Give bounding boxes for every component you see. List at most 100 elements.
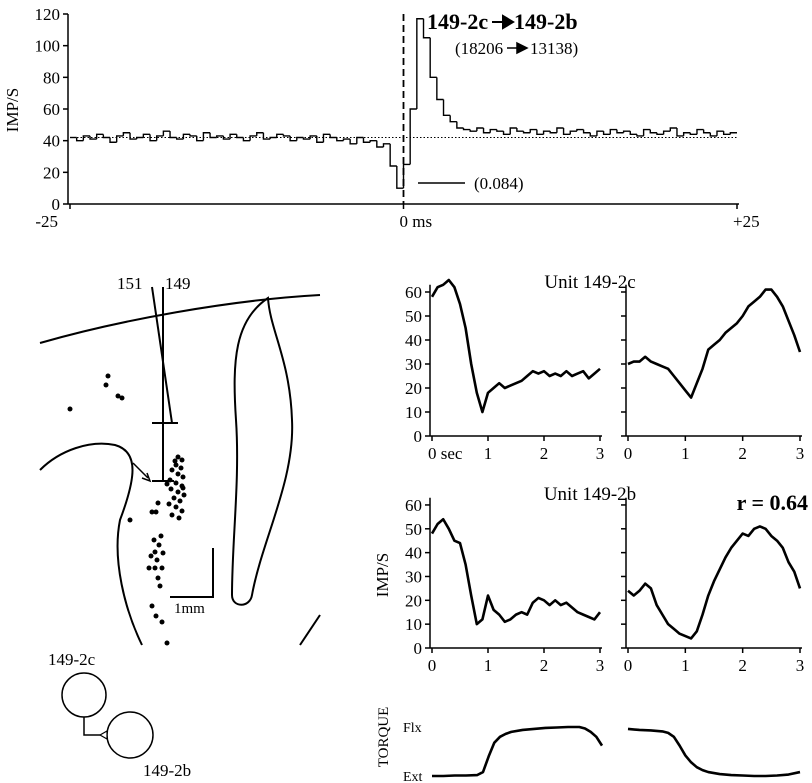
y-tick-label: 0 bbox=[52, 195, 61, 214]
histogram-bin bbox=[322, 133, 331, 143]
x-tick-label: 0 bbox=[428, 656, 437, 675]
histogram-bin bbox=[202, 132, 211, 141]
line bbox=[627, 727, 801, 778]
histogram-bin bbox=[669, 127, 677, 132]
histogram-bin bbox=[449, 115, 457, 123]
x-tick-label: 3 bbox=[596, 656, 605, 675]
histogram-bin bbox=[602, 131, 611, 136]
histogram-bin bbox=[342, 138, 351, 141]
scale-bar bbox=[170, 548, 214, 598]
histogram-bin bbox=[616, 129, 624, 134]
histogram-bin bbox=[436, 77, 444, 101]
histogram-bin bbox=[662, 130, 671, 135]
histogram-bin bbox=[276, 133, 284, 138]
histogram-bin bbox=[562, 128, 571, 136]
line bbox=[627, 525, 802, 640]
y-axis-label: IMP/S bbox=[373, 553, 392, 597]
title-arrow bbox=[492, 14, 515, 30]
histogram-bin bbox=[269, 136, 277, 140]
subtitle-arrow bbox=[507, 41, 529, 55]
track-marks bbox=[152, 422, 178, 482]
histogram-bin bbox=[676, 128, 684, 137]
histogram-bin bbox=[115, 135, 124, 143]
histogram-bin bbox=[489, 128, 497, 133]
y-tick-label: 20 bbox=[405, 379, 422, 398]
histogram-bin bbox=[289, 135, 297, 142]
arrow bbox=[132, 462, 152, 483]
histogram-bin bbox=[576, 128, 584, 132]
x-tick-label: 1 bbox=[681, 444, 690, 463]
histogram-bin bbox=[689, 132, 697, 136]
histogram-bin bbox=[176, 137, 184, 140]
x-tick-label: 0 bbox=[624, 444, 633, 463]
histogram-bin bbox=[682, 132, 691, 136]
sulcus-outline bbox=[230, 296, 294, 606]
histogram-bin bbox=[716, 130, 724, 136]
cell-icon bbox=[106, 711, 154, 759]
histogram-bin bbox=[236, 134, 244, 139]
electrode-label: 149 bbox=[165, 274, 191, 293]
histogram-bin bbox=[122, 132, 131, 136]
y-tick-label: Flx bbox=[403, 721, 422, 736]
histogram-bin bbox=[462, 128, 471, 131]
electrode-track bbox=[151, 286, 173, 424]
histogram-bin bbox=[402, 163, 411, 189]
histogram-bin bbox=[129, 132, 137, 140]
histogram-bin bbox=[549, 131, 557, 134]
x-tick-label: +25 bbox=[733, 212, 760, 231]
histogram-bin bbox=[362, 137, 371, 143]
line bbox=[627, 288, 802, 399]
x-tick-label: 0 bbox=[624, 656, 633, 675]
histogram-bin bbox=[369, 139, 377, 143]
annotation: (0.084) bbox=[474, 174, 524, 193]
histogram-bin bbox=[189, 134, 197, 137]
y-tick-label: 40 bbox=[405, 331, 422, 350]
histogram-bin bbox=[136, 136, 144, 140]
y-tick-label: 60 bbox=[405, 496, 422, 515]
histogram-bin bbox=[609, 128, 617, 135]
y-tick-label: 50 bbox=[405, 520, 422, 539]
histogram-bin bbox=[282, 134, 291, 137]
y-tick-label: 30 bbox=[405, 567, 422, 586]
y-tick-label: 0 bbox=[414, 639, 423, 658]
histogram-bin bbox=[396, 166, 404, 189]
x-tick-label: 2 bbox=[540, 656, 549, 675]
histogram-bin bbox=[556, 127, 564, 133]
histogram-bin bbox=[336, 137, 344, 142]
cortex-outline bbox=[39, 294, 321, 344]
histogram-bin bbox=[582, 129, 591, 134]
histogram-bin bbox=[309, 135, 317, 140]
histogram-bin bbox=[702, 129, 711, 134]
histogram-bin bbox=[496, 129, 504, 132]
histogram-bin bbox=[89, 135, 97, 140]
electrode-label: 151 bbox=[117, 274, 143, 293]
correlation-annotation: r = 0.64 bbox=[737, 490, 808, 515]
histogram-bin bbox=[636, 134, 644, 137]
panel-title: Unit 149-2c bbox=[544, 272, 635, 293]
histogram-bin bbox=[522, 131, 531, 134]
histogram-bin bbox=[456, 121, 464, 129]
subtitle-target: 13138) bbox=[530, 39, 578, 58]
line bbox=[432, 725, 604, 778]
y-tick-label: 0 bbox=[414, 427, 423, 446]
y-tick-label: 20 bbox=[43, 163, 60, 182]
histogram-bin bbox=[75, 137, 84, 142]
y-tick-label: 50 bbox=[405, 307, 422, 326]
histogram-bin bbox=[356, 136, 364, 144]
x-tick-label: 1 bbox=[681, 656, 690, 675]
histogram-bin bbox=[529, 128, 537, 133]
histogram-bin bbox=[389, 143, 397, 167]
histogram-bin bbox=[442, 99, 451, 117]
synapse bbox=[98, 729, 108, 741]
histogram-bin bbox=[649, 129, 657, 134]
histology: 151 149 1mm 149-2c 149-2b bbox=[39, 274, 321, 780]
cell-dots bbox=[67, 373, 187, 646]
scale-label: 1mm bbox=[174, 601, 205, 617]
subtitle-source: (18206 bbox=[455, 39, 503, 58]
y-tick-label: 40 bbox=[405, 544, 422, 563]
y-tick-label: 60 bbox=[405, 283, 422, 302]
white-matter-outline bbox=[39, 442, 143, 646]
histogram-bin bbox=[509, 127, 517, 135]
histogram-bin bbox=[162, 130, 171, 136]
histogram-bin bbox=[182, 133, 191, 140]
